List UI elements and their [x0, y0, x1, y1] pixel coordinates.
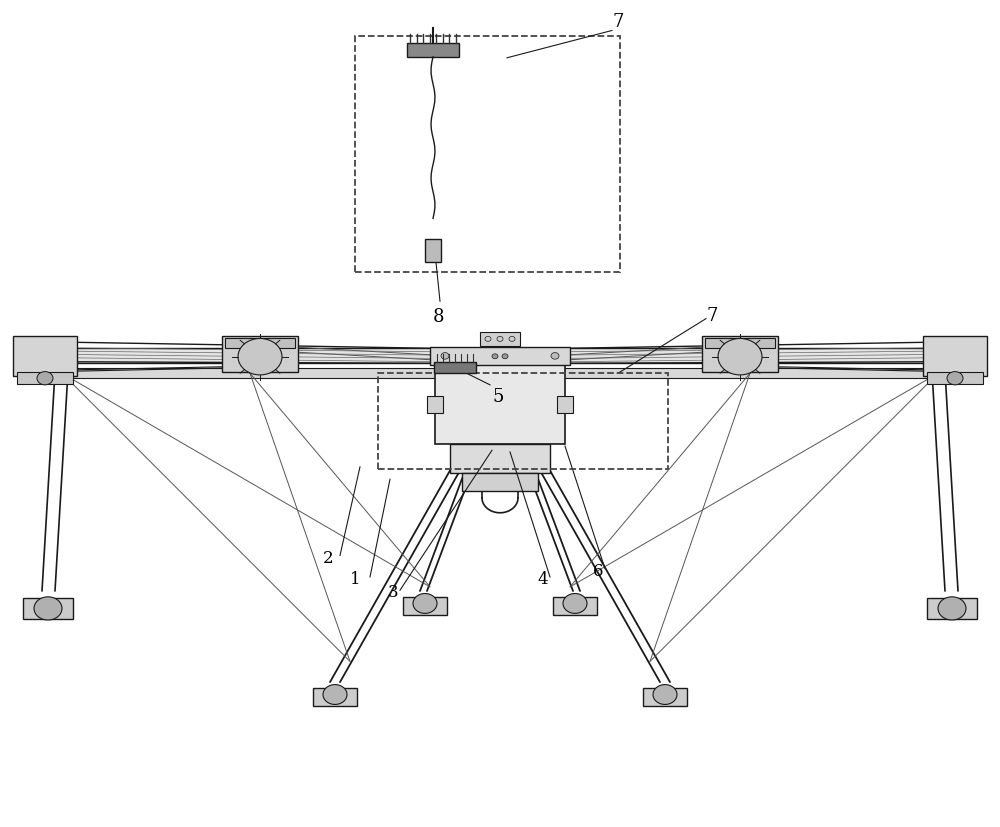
Circle shape	[441, 353, 449, 360]
Bar	[407, 44, 459, 58]
Text: 1: 1	[350, 571, 360, 587]
Text: 7: 7	[706, 307, 718, 325]
Text: 8: 8	[432, 308, 444, 326]
Bar	[557, 397, 573, 414]
Bar	[403, 597, 447, 615]
Bar	[222, 337, 298, 372]
Text: 2: 2	[323, 549, 333, 566]
Bar	[430, 347, 570, 366]
Bar	[35, 349, 965, 364]
Bar	[705, 339, 775, 349]
Bar	[355, 37, 620, 273]
Bar	[450, 445, 550, 473]
Bar	[425, 240, 441, 263]
Circle shape	[492, 354, 498, 359]
Circle shape	[563, 594, 587, 614]
Circle shape	[947, 372, 963, 385]
Bar	[13, 337, 77, 376]
Circle shape	[551, 353, 559, 360]
Circle shape	[238, 339, 282, 375]
Circle shape	[34, 597, 62, 620]
Bar	[23, 599, 73, 619]
Circle shape	[718, 339, 762, 375]
Text: 4: 4	[538, 571, 548, 587]
Bar	[434, 362, 476, 374]
Bar	[553, 597, 597, 615]
Bar	[923, 337, 987, 376]
Text: 7: 7	[612, 12, 624, 31]
Bar	[313, 688, 357, 706]
Circle shape	[938, 597, 966, 620]
Bar	[435, 366, 565, 445]
Bar	[462, 473, 538, 491]
Circle shape	[323, 685, 347, 705]
Circle shape	[502, 354, 508, 359]
Bar	[702, 337, 778, 372]
Circle shape	[413, 594, 437, 614]
Bar	[927, 599, 977, 619]
Text: 6: 6	[593, 562, 603, 579]
Bar	[378, 374, 668, 470]
Bar	[225, 339, 295, 349]
Bar	[480, 332, 520, 346]
Bar	[427, 397, 443, 414]
Text: 3: 3	[388, 584, 398, 600]
Circle shape	[653, 685, 677, 705]
Bar	[17, 372, 73, 385]
Bar	[643, 688, 687, 706]
Circle shape	[37, 372, 53, 385]
Bar	[927, 372, 983, 385]
Bar	[35, 369, 965, 379]
Text: 5: 5	[492, 387, 504, 405]
